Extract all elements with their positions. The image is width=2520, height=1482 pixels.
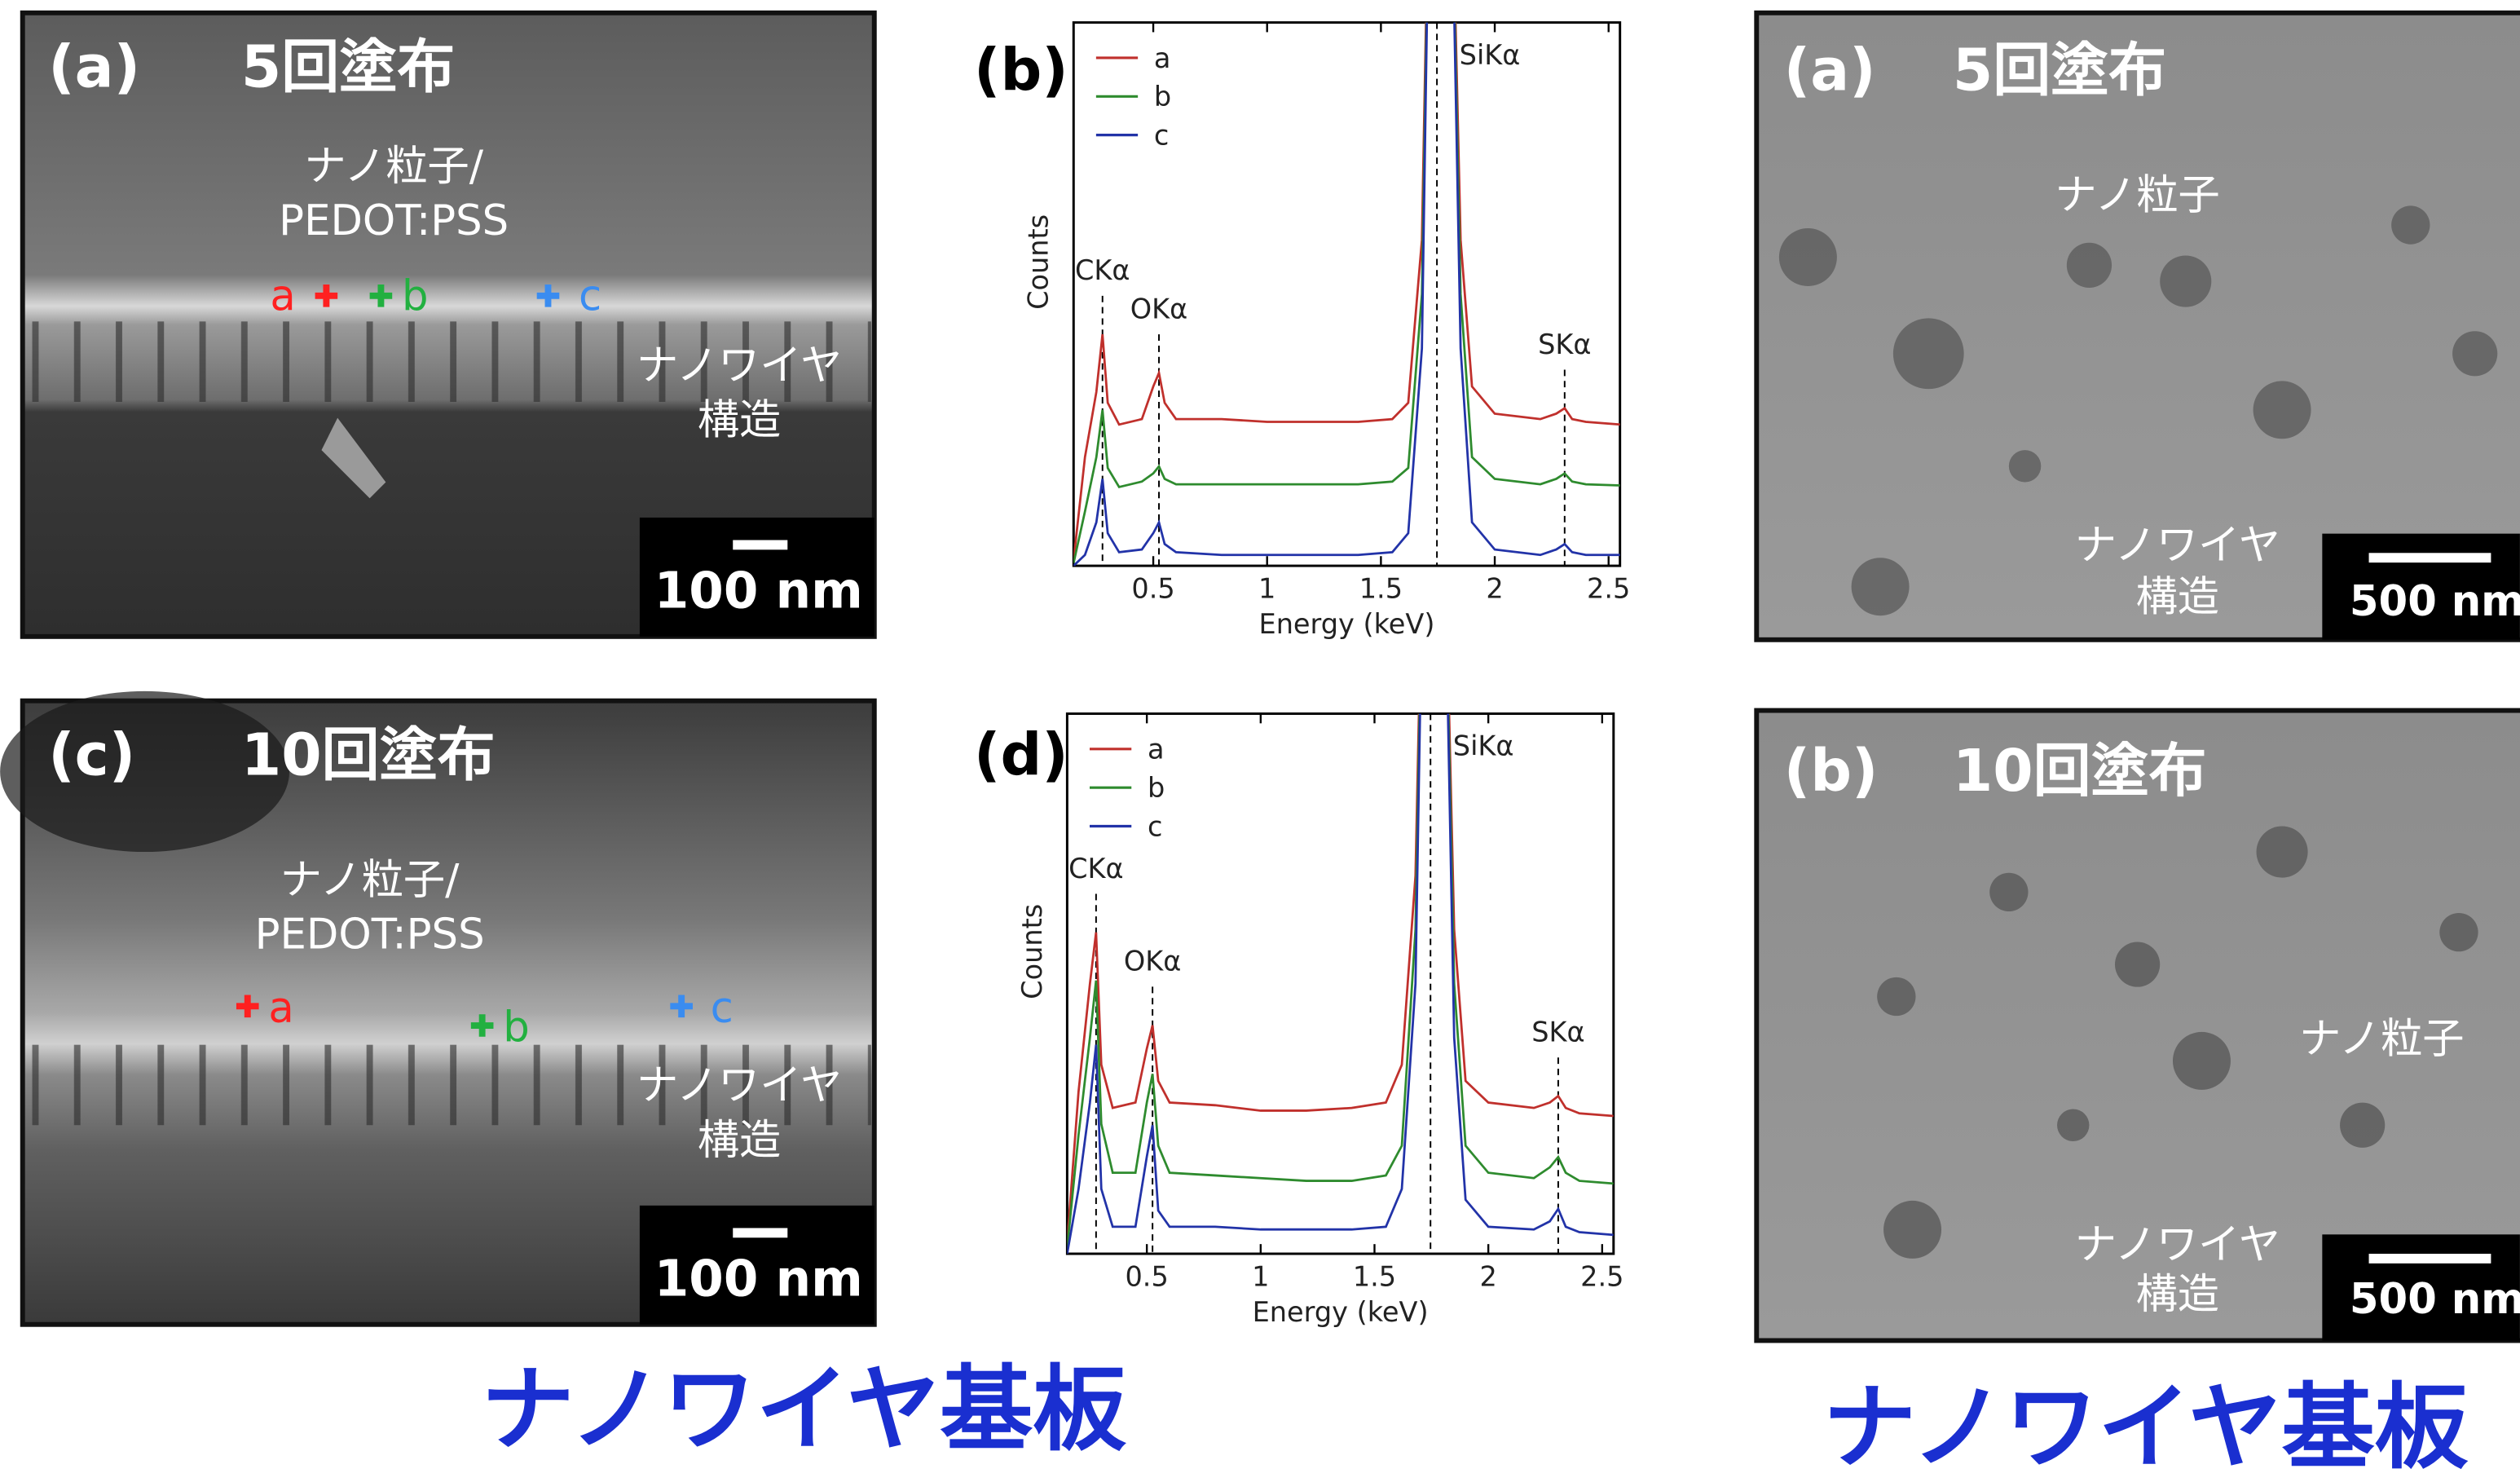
x-axis-label: Energy (keV)	[1253, 1296, 1429, 1328]
point-label: a	[268, 984, 293, 1033]
wire-label: ナノワイヤ	[2075, 1220, 2280, 1269]
particle-label: ナノ粒子/	[304, 142, 483, 191]
particle-label: ナノ粒子/	[280, 855, 460, 904]
particle-label: ナノ粒子	[2299, 1015, 2464, 1064]
y-axis-label: Counts	[1023, 214, 1055, 310]
panel-title: 10回塗布	[241, 721, 496, 788]
scale-label: 500 nm	[2350, 577, 2520, 626]
point-label: c	[711, 984, 734, 1033]
panel-title: 5回塗布	[1953, 36, 2166, 104]
legend-label: b	[1148, 772, 1165, 804]
wire-label: ナノワイヤ	[637, 341, 842, 390]
panel-label: (c)	[48, 721, 135, 788]
sem-panel: (c) 10回塗布 ナノ粒子/ PEDOT:PSS a b c ナノワイヤ 構造…	[0, 691, 875, 1325]
caption: ナノワイヤ基板	[481, 1356, 1126, 1464]
scale-label: 100 nm	[654, 1250, 863, 1308]
point-label: a	[270, 272, 295, 321]
wire-label: 構造	[698, 395, 781, 444]
scale-bar	[733, 1228, 787, 1237]
panel-label: (a)	[48, 33, 140, 100]
wire-label: 構造	[2136, 1270, 2219, 1319]
page: Nanowire figure html, body { margin: 0; …	[0, 0, 2520, 1482]
x-tick-label: 0.5	[1131, 573, 1174, 605]
chart: (d) 0.5 1 1.5 2 2.5 Energy (keV) Counts CKα OKα Si…	[974, 443, 1623, 1328]
panel-label: (b)	[974, 36, 1068, 104]
point-label: b	[402, 272, 429, 321]
legend-label: b	[1154, 81, 1171, 112]
peak-label: OKα	[1124, 946, 1181, 977]
x-tick-label: 2	[1479, 1260, 1496, 1292]
x-axis-label: Energy (keV)	[1259, 608, 1435, 640]
x-tick-label: 2.5	[1587, 573, 1630, 605]
legend-label: c	[1148, 810, 1162, 842]
panel-title: 5回塗布	[241, 33, 455, 100]
particle-label: PEDOT:PSS	[279, 196, 509, 245]
scale-bar	[2369, 1254, 2491, 1264]
x-tick-label: 1	[1258, 573, 1275, 605]
wire-label: ナノワイヤ	[2075, 521, 2280, 570]
legend-label: a	[1154, 42, 1171, 74]
caption: ナノワイヤ基板	[1823, 1373, 2469, 1481]
peak-label: SiKα	[1453, 730, 1514, 762]
panel-label: (d)	[974, 721, 1068, 788]
y-axis-label: Counts	[1016, 904, 1048, 999]
peak-label: CKα	[1068, 853, 1123, 884]
particle-label: ナノ粒子	[2055, 170, 2219, 219]
peak-label: OKα	[1130, 293, 1187, 324]
sem-panel: (a) 5回塗布 ナノ粒子 ナノワイヤ 構造 500 nm	[1756, 13, 2520, 640]
point-label: b	[503, 1003, 530, 1052]
wire-label: 構造	[2136, 572, 2219, 621]
figure: (a) 5回塗布 ナノ粒子/ PEDOT:PSS a b c ナノワイヤ 構造 …	[0, 0, 2520, 1482]
peak-label: SKα	[1538, 329, 1591, 360]
sem-panel: (b) 10回塗布 ナノ粒子 ナノワイヤ 構造 500 nm	[1756, 711, 2520, 1341]
wire-label: ナノワイヤ	[637, 1061, 842, 1110]
scale-bar	[2369, 553, 2491, 562]
body: { "panels": [ {"label": "(a)", "title": …	[0, 0, 2520, 1482]
panel-label: (a)	[1784, 36, 1876, 104]
x-tick-label: 1	[1252, 1260, 1269, 1292]
wire-label: 構造	[698, 1116, 781, 1165]
x-tick-label: 2.5	[1580, 1260, 1623, 1292]
panel-label: (b)	[1784, 737, 1879, 805]
peak-label: CKα	[1075, 254, 1130, 286]
particle-label: PEDOT:PSS	[255, 910, 485, 959]
point-label: c	[579, 272, 601, 321]
x-tick-label: 0.5	[1125, 1260, 1168, 1292]
scale-bar	[733, 540, 787, 550]
legend-label: c	[1154, 119, 1169, 151]
x-tick-label: 2	[1486, 573, 1503, 605]
x-tick-label: 1.5	[1359, 573, 1403, 605]
peak-label: SKα	[1531, 1017, 1584, 1048]
scale-label: 100 nm	[654, 562, 863, 620]
x-tick-label: 1.5	[1353, 1260, 1396, 1292]
scale-label: 500 nm	[2350, 1275, 2520, 1324]
legend-label: a	[1148, 734, 1165, 765]
sem-panel: (a) 5回塗布 ナノ粒子/ PEDOT:PSS a b c ナノワイヤ 構造 …	[23, 13, 875, 637]
peak-label: SiKα	[1460, 39, 1521, 71]
panel-title: 10回塗布	[1953, 737, 2207, 805]
